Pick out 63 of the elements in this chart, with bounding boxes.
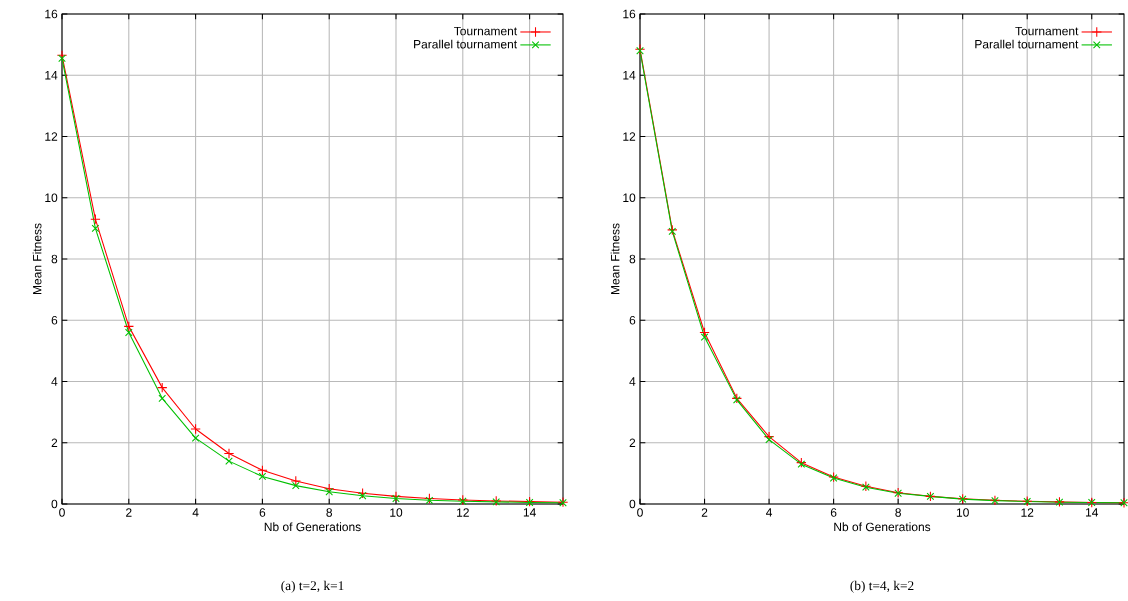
x-tick-label: 14 [523,508,536,517]
x-tick-label: 14 [1085,508,1099,517]
x-axis-title: Nb of Generations [834,522,931,532]
point [90,213,101,225]
point [290,475,302,487]
y-tick-label: 12 [45,132,58,141]
point [223,448,235,459]
y-tick-label: 8 [629,254,636,264]
y-tick-label: 4 [51,377,58,386]
point [257,465,268,476]
x-tick-label: 8 [326,508,333,517]
point [124,328,133,337]
point [700,333,709,341]
x-tick-label: 4 [192,508,199,517]
x-tick-label: 0 [637,508,643,517]
y-tick-label: 6 [51,315,58,325]
y-tick-label: 8 [51,254,58,264]
point [291,481,300,490]
x-tick-label: 10 [956,508,969,517]
point [258,472,267,481]
y-tick-label: 16 [45,9,58,19]
point [190,423,201,435]
y-tick-label: 0 [51,499,58,509]
legend-label: Parallel tournament [414,39,518,49]
text: (b) t=4, k=2 [850,580,914,593]
point [325,487,334,496]
x-tick-label: 2 [701,508,708,517]
y-tick-label: 10 [45,193,58,202]
y-tick-label: 12 [623,132,636,141]
point [191,434,200,442]
x-tick-label: 12 [1021,508,1034,517]
point [91,224,100,233]
y-tick-label: 16 [623,9,636,19]
x-tick-label: 2 [126,508,132,517]
x-tick-label: 6 [830,508,837,517]
y-tick-label: 10 [623,193,636,202]
y-tick-label: 4 [629,377,636,386]
y-axis-title: Mean Fitness [610,223,620,295]
point [765,435,773,444]
y-tick-label: 14 [45,71,58,80]
point [123,321,135,332]
x-tick-label: 8 [895,508,901,517]
y-tick-label: 2 [629,438,636,447]
x-tick-label: 6 [259,508,266,517]
legend-label: Parallel tournament [975,39,1079,49]
point [699,327,710,338]
y-tick-label: 0 [629,499,636,509]
x-tick-label: 12 [457,508,469,517]
point [158,394,167,403]
y-tick-label: 14 [623,71,636,80]
x-tick-label: 4 [766,508,773,517]
x-axis-title: Nb of Generations [264,522,361,532]
text: (a) t=2, k=1 [281,580,344,593]
legend-label: Tournament [1015,26,1079,36]
legend-label: Tournament [454,26,518,36]
y-tick-label: 6 [629,315,636,325]
x-tick-label: 10 [390,508,403,517]
y-axis-title: Mean Fitness [32,223,42,295]
point [58,54,66,63]
point [156,382,168,393]
y-tick-label: 2 [51,438,58,447]
x-tick-label: 0 [59,508,65,517]
point [225,457,233,465]
